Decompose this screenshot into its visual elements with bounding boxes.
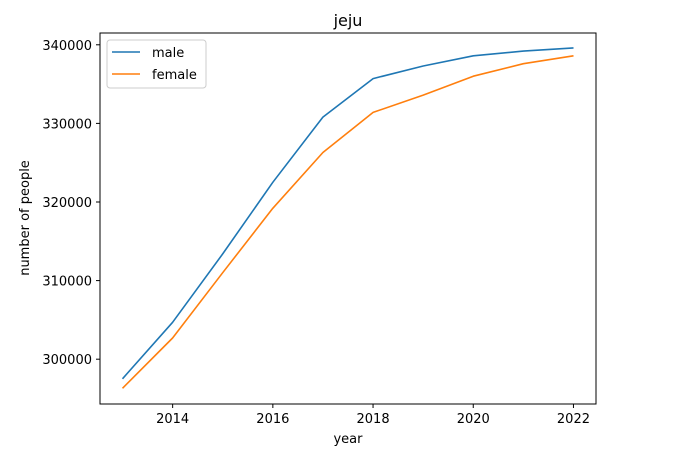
y-tick-label: 320000 — [42, 196, 92, 211]
y-tick-label: 330000 — [42, 117, 92, 132]
x-axis: 2014 2016 2018 2020 2022 — [156, 404, 590, 427]
legend-label-male: male — [152, 46, 184, 61]
y-axis: 300000 310000 320000 330000 340000 — [42, 39, 100, 368]
x-axis-label: year — [333, 432, 363, 447]
plot-area — [99, 32, 597, 405]
legend: male female — [106, 39, 207, 89]
y-tick-label: 300000 — [42, 353, 92, 368]
x-tick-label: 2018 — [357, 412, 390, 427]
lines-layer — [121, 47, 574, 389]
y-tick-label: 340000 — [42, 39, 92, 54]
legend-items: male female — [112, 46, 197, 83]
x-tick-label: 2020 — [457, 412, 490, 427]
y-tick-label: 310000 — [42, 275, 92, 290]
legend-label-female: female — [152, 68, 197, 83]
series-line-female — [121, 55, 574, 389]
x-tick-label: 2016 — [256, 412, 289, 427]
y-axis-label: number of people — [18, 160, 33, 276]
x-tick-label: 2014 — [156, 412, 189, 427]
chart-title: jeju — [333, 11, 363, 30]
plot-frame — [99, 32, 597, 405]
series-line-male — [121, 47, 574, 380]
x-tick-label: 2022 — [557, 412, 590, 427]
